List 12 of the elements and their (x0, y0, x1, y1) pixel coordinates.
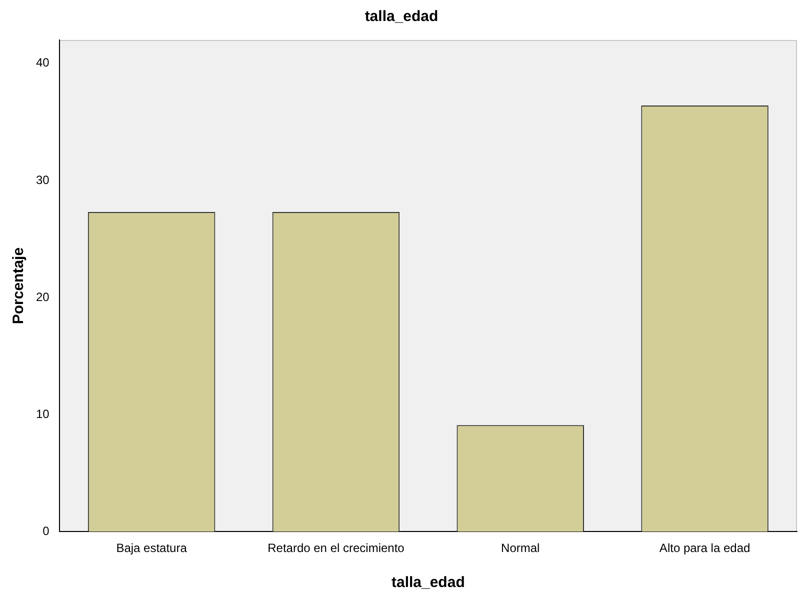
x-tick-label: Retardo en el crecimiento (268, 541, 405, 556)
y-tick-label: 10 (36, 406, 50, 421)
x-tick-label: Baja estatura (116, 541, 188, 556)
y-tick-label: 0 (42, 524, 50, 538)
y-tick-label: 20 (36, 290, 50, 304)
x-tick-label: Normal (501, 541, 540, 556)
y-axis-title: Porcentaje (10, 247, 28, 324)
y-tick-label: 30 (36, 172, 50, 187)
y-tick-label: 40 (36, 56, 50, 70)
x-axis-title: talla_edad (391, 574, 465, 592)
x-tick-label: Alto para la edad (659, 541, 750, 556)
chart-title: talla_edad (364, 8, 438, 26)
